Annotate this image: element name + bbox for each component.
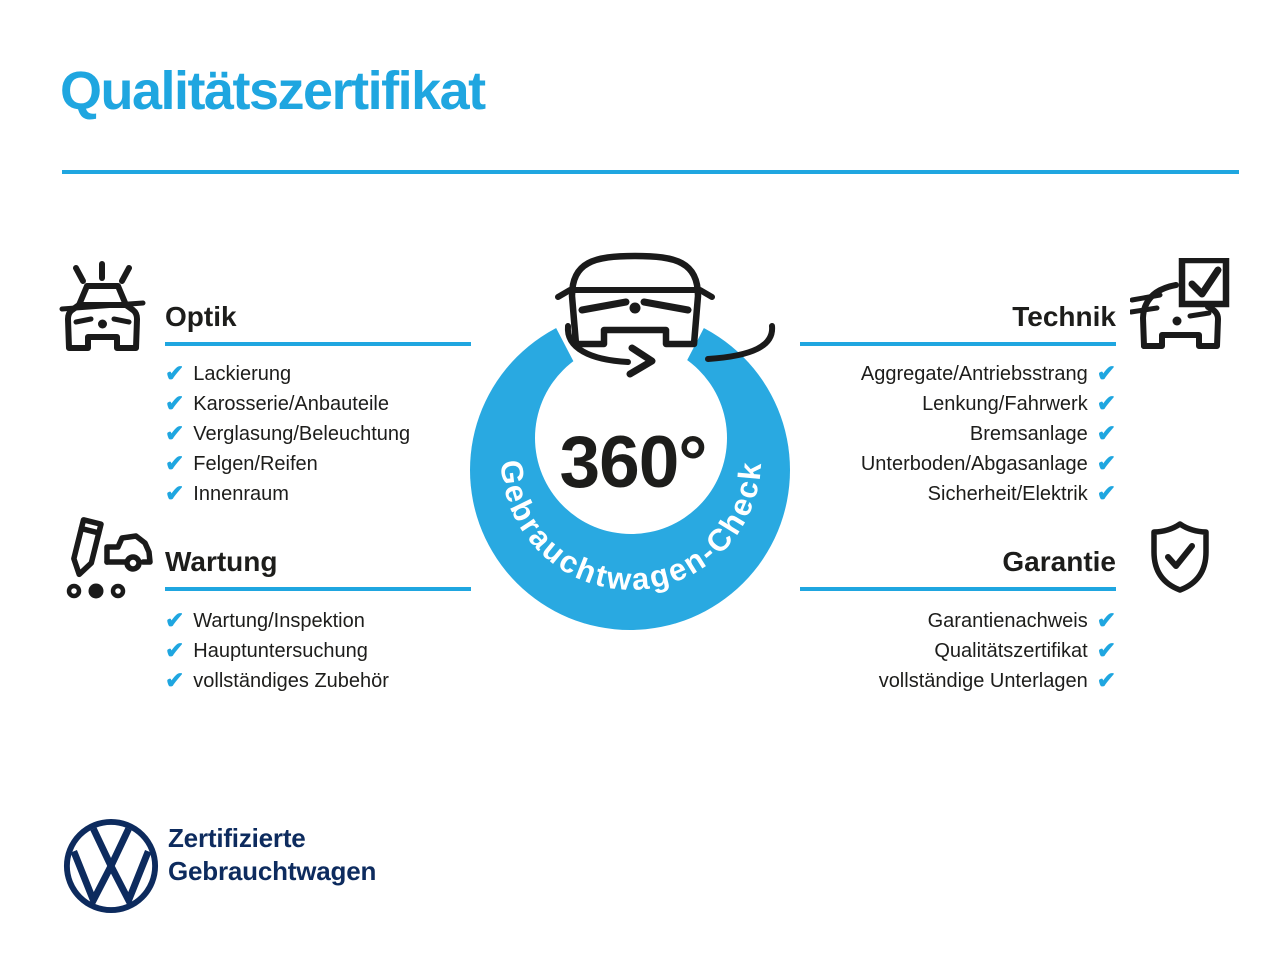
checklist-item-label: Wartung/Inspektion (193, 609, 365, 632)
checklist-wartung: ✔ Wartung/Inspektion ✔ Hauptuntersuchung ✔ vo… (165, 606, 389, 696)
footer-claim: Zertifizierte Gebrauchtwagen (168, 822, 376, 888)
footer-claim-line2: Gebrauchtwagen (168, 856, 377, 886)
checklist-item-label: Verglasung/Beleuchtung (193, 422, 411, 445)
check-icon: ✔ (1096, 359, 1116, 386)
check-icon: ✔ (1096, 479, 1116, 506)
checklist-item: ✔ Karosserie/Anbauteile (165, 389, 410, 419)
check-icon: ✔ (165, 419, 185, 446)
checklist-item-label: vollständiges Zubehör (193, 669, 389, 692)
check-icon: ✔ (165, 666, 185, 693)
checklist-item: ✔ Verglasung/Beleuchtung (165, 419, 410, 449)
check-icon: ✔ (165, 479, 185, 506)
checklist-item-label: Lackierung (193, 362, 292, 385)
checklist-item: ✔ Wartung/Inspektion (165, 606, 389, 636)
checklist-garantie: Garantienachweis ✔ Qualitätszertifikat ✔ vol… (800, 606, 1116, 696)
check-icon: ✔ (1096, 636, 1116, 663)
checklist-item-label: Garantienachweis (927, 609, 1088, 632)
checklist-item-label: Karosserie/Anbauteile (193, 392, 389, 415)
footer-claim-line1: Zertifizierte (168, 823, 306, 853)
check-icon: ✔ (1096, 606, 1116, 633)
checklist-item: Bremsanlage ✔ (800, 419, 1116, 449)
check-icon: ✔ (165, 636, 185, 663)
checklist-item-label: Aggregate/Antriebsstrang (860, 362, 1088, 385)
360-check-badge: 360° Gebrauchtwagen-Check (470, 252, 790, 630)
section-header-wartung: Wartung (165, 546, 471, 591)
check-icon: ✔ (165, 359, 185, 386)
section-header-optik: Optik (165, 301, 471, 346)
checklist-item-label: Unterboden/Abgasanlage (860, 452, 1088, 475)
checklist-item: ✔ Innenraum (165, 479, 410, 509)
checklist-item: Garantienachweis ✔ (800, 606, 1116, 636)
checklist-item-label: Bremsanlage (969, 422, 1088, 445)
checklist-item: vollständige Unterlagen ✔ (800, 666, 1116, 696)
checklist-item-label: Qualitätszertifikat (934, 639, 1088, 662)
degrees-label: 360° (560, 422, 707, 503)
checklist-item: ✔ vollständiges Zubehör (165, 666, 389, 696)
checklist-item: Sicherheit/Elektrik ✔ (800, 479, 1116, 509)
checklist-item-label: Sicherheit/Elektrik (927, 482, 1088, 505)
check-icon: ✔ (1096, 389, 1116, 416)
check-icon: ✔ (1096, 666, 1116, 693)
checklist-item: Qualitätszertifikat ✔ (800, 636, 1116, 666)
checklist-item-label: Hauptuntersuchung (193, 639, 368, 662)
checklist-item-label: vollständige Unterlagen (878, 669, 1088, 692)
checklist-item-label: Felgen/Reifen (193, 452, 318, 475)
vw-logo (63, 818, 159, 914)
car-shine-icon (59, 261, 146, 351)
page-title: Qualitätszertifikat (60, 61, 486, 121)
title-divider (62, 170, 1239, 174)
checklist-optik: ✔ Lackierung ✔ Karosserie/Anbauteile ✔ Vergla… (165, 359, 410, 509)
checklist-item-label: Lenkung/Fahrwerk (922, 392, 1088, 415)
check-icon: ✔ (1096, 419, 1116, 446)
checklist-item: Aggregate/Antriebsstrang ✔ (800, 359, 1116, 389)
checklist-item-label: Innenraum (193, 482, 289, 505)
checklist-item: Lenkung/Fahrwerk ✔ (800, 389, 1116, 419)
checklist-item: ✔ Felgen/Reifen (165, 449, 410, 479)
section-header-garantie: Garantie (800, 546, 1116, 591)
section-header-technik: Technik (800, 301, 1116, 346)
car-checkbox-icon (1130, 258, 1230, 349)
checklist-item: ✔ Lackierung (165, 359, 410, 389)
check-icon: ✔ (165, 606, 185, 633)
car-360-rotation-icon (555, 252, 776, 378)
checklist-item: Unterboden/Abgasanlage ✔ (800, 449, 1116, 479)
check-icon: ✔ (1096, 449, 1116, 476)
shield-check-icon (1151, 521, 1209, 593)
checklist-item: ✔ Hauptuntersuchung (165, 636, 389, 666)
check-icon: ✔ (165, 389, 185, 416)
checklist-technik: Aggregate/Antriebsstrang ✔ Lenkung/Fahrwer… (800, 359, 1116, 509)
pencil-service-car-icon (66, 517, 153, 599)
check-icon: ✔ (165, 449, 185, 476)
